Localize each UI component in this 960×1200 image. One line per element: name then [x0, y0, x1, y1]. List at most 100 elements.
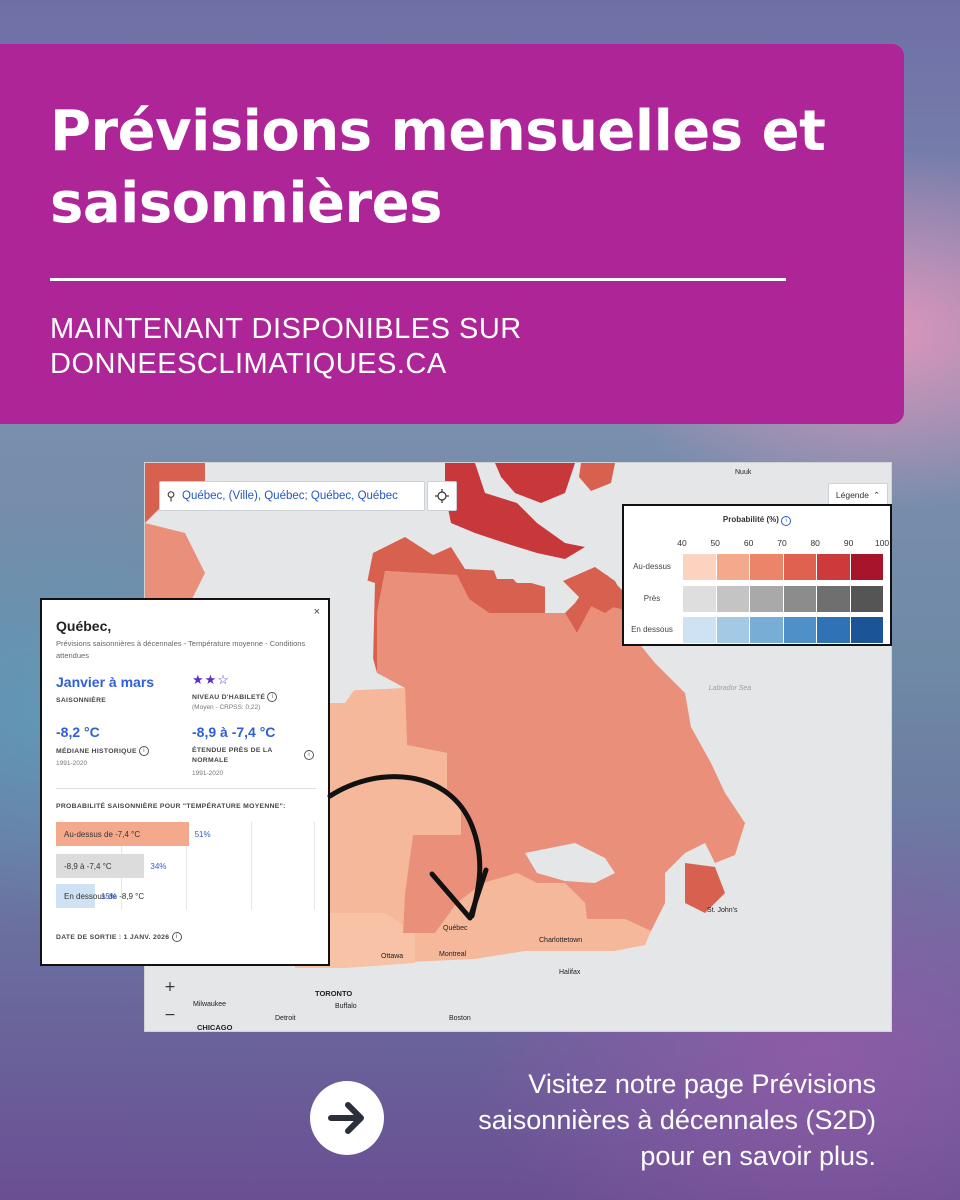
close-icon[interactable]: ×: [313, 606, 320, 618]
region-mid: [377, 571, 745, 933]
map-label-buffalo: Buffalo: [335, 1003, 357, 1010]
legend-tick: 80: [810, 538, 820, 548]
probability-bar-near: -8,9 à -7,4 °C: [56, 854, 145, 878]
legend-toggle-label: Légende: [835, 490, 869, 500]
probability-pct-above: 51%: [194, 830, 211, 839]
region-strong-labrador: [563, 567, 625, 613]
map-label-charlottetown: Charlottetown: [539, 937, 583, 944]
arrow-right-icon: [328, 1102, 364, 1134]
legend-tick: 100: [874, 538, 890, 548]
probability-bar-above: Au-dessus de -7,4 °C: [56, 822, 189, 846]
legend-tick: 90: [843, 538, 854, 548]
crosshair-icon: [435, 489, 449, 503]
region-light: [295, 688, 651, 963]
title-banner: Prévisions mensuelles et saisonnières MA…: [0, 44, 904, 424]
info-icon[interactable]: i: [267, 692, 278, 702]
map-label-nuuk: Nuuk: [735, 469, 752, 476]
zoom-out-button[interactable]: −: [164, 1007, 176, 1023]
legend-swatch: [783, 586, 816, 612]
probability-bars: Au-dessus de -7,4 °C 51% -8,9 à -7,4 °C …: [56, 822, 316, 912]
legend-swatches: [683, 586, 883, 612]
map-label-quebec: Québec: [443, 925, 468, 932]
release-date-text: DATE DE SORTIE : 1 JANV. 2026: [56, 933, 170, 941]
chevron-up-icon: ⌃: [872, 489, 881, 500]
legend-title: Probabilité (%) i: [624, 515, 890, 526]
legend-row-above: Au-dessus: [624, 554, 890, 580]
cta-line2: saisonnières à décennales (S2D): [478, 1105, 876, 1135]
legend-swatch: [750, 617, 783, 643]
legend-tick: 50: [710, 538, 720, 548]
banner-divider: [50, 278, 786, 281]
location-popup: Québec, × Prévisions saisonnières à déce…: [40, 598, 330, 966]
legend-tick: 60: [743, 538, 754, 548]
ungava-bay: [491, 555, 525, 579]
legend-ticks: 40 50 60 70 80 90 100: [677, 538, 889, 548]
cta-text[interactable]: Visitez notre page Prévisions saisonnièr…: [356, 1066, 876, 1174]
location-search[interactable]: ⚲ Québec, (Ville), Québec; Québec, Québe…: [159, 481, 425, 511]
skill-caption: NIVEAU D'HABILETÉ i: [192, 692, 278, 703]
grid-line: [186, 822, 187, 910]
region-dark-top: [445, 463, 585, 559]
median-value: -8,2 °C: [56, 724, 100, 740]
legend-swatch: [683, 586, 716, 612]
legend-row-near: Près: [624, 586, 890, 612]
probability-bar-below: En dessous de -8,9 °C: [56, 884, 144, 908]
popup-description: Prévisions saisonnières à décennales - T…: [56, 639, 306, 660]
range-period: 1991-2020: [192, 770, 224, 777]
legend-swatch: [817, 617, 850, 643]
grid-line: [314, 822, 315, 910]
cta-arrow-button[interactable]: [310, 1081, 384, 1155]
zoom-in-button[interactable]: +: [164, 979, 176, 995]
legend-swatch: [850, 554, 883, 580]
legend-swatch: [750, 554, 783, 580]
legend-swatch: [716, 554, 749, 580]
banner-subtitle-line2[interactable]: DONNEESCLIMATIQUES.CA: [50, 348, 447, 380]
median-caption: MÉDIANE HISTORIQUE i: [56, 746, 150, 757]
median-period: 1991-2020: [56, 760, 88, 767]
legend-tick: 40: [677, 538, 687, 548]
cta-line3: pour en savoir plus.: [640, 1141, 876, 1171]
legend-row-label: En dessous: [631, 625, 673, 634]
skill-caption-text: NIVEAU D'HABILETÉ: [192, 693, 266, 701]
info-icon[interactable]: i: [781, 516, 792, 526]
legend-swatch: [716, 586, 749, 612]
info-icon[interactable]: i: [304, 750, 314, 760]
info-icon[interactable]: i: [171, 932, 182, 942]
map-label-chicago: CHICAGO: [197, 1023, 233, 1032]
legend-title-text: Probabilité (%): [722, 515, 779, 524]
probability-legend: Probabilité (%) i 40 50 60 70 80 90 100 …: [622, 504, 892, 646]
legend-row-below: En dessous: [624, 617, 890, 643]
zoom-controls[interactable]: + −: [157, 979, 183, 1023]
search-value[interactable]: Québec, (Ville), Québec; Québec, Québec: [182, 490, 398, 502]
legend-swatch: [783, 617, 816, 643]
locate-button[interactable]: [427, 481, 457, 511]
map-label-boston: Boston: [449, 1015, 471, 1022]
pointer-arrow: [327, 774, 489, 921]
release-date: DATE DE SORTIE : 1 JANV. 2026 i: [56, 932, 182, 942]
page-title: Prévisions mensuelles et saisonnières: [50, 99, 826, 236]
map-label-halifax: Halifax: [559, 969, 581, 976]
legend-swatch: [817, 554, 850, 580]
map-label-toronto: TORONTO: [315, 989, 353, 998]
bar-label: En dessous de -8,9 °C: [64, 891, 145, 901]
banner-subtitle: MAINTENANT DISPONIBLES SUR DONNEESCLIMAT…: [50, 312, 522, 382]
legend-swatch: [850, 617, 883, 643]
region-dark-top2: [495, 463, 575, 503]
region-strong: [365, 537, 645, 673]
map-label-ottawa: Ottawa: [381, 953, 404, 960]
legend-swatch: [783, 554, 816, 580]
map-label-st-johns: St. John's: [707, 907, 738, 914]
region-strong-nf: [685, 863, 725, 913]
legend-swatch: [750, 586, 783, 612]
probability-caption: PROBABILITÉ SAISONNIÈRE POUR "TEMPÉRATUR…: [56, 803, 286, 810]
info-icon[interactable]: i: [139, 746, 150, 756]
legend-swatch: [716, 617, 749, 643]
legend-swatches: [683, 617, 883, 643]
probability-pct-near: 34%: [150, 862, 167, 871]
bar-label: -8,9 à -7,4 °C: [64, 861, 112, 871]
period-caption: SAISONNIÈRE: [56, 697, 107, 704]
forecast-period: Janvier à mars: [56, 674, 155, 690]
legend-swatch: [817, 586, 850, 612]
cta-line1: Visitez notre page Prévisions: [528, 1069, 876, 1099]
range-value: -8,9 à -7,4 °C: [192, 724, 276, 740]
